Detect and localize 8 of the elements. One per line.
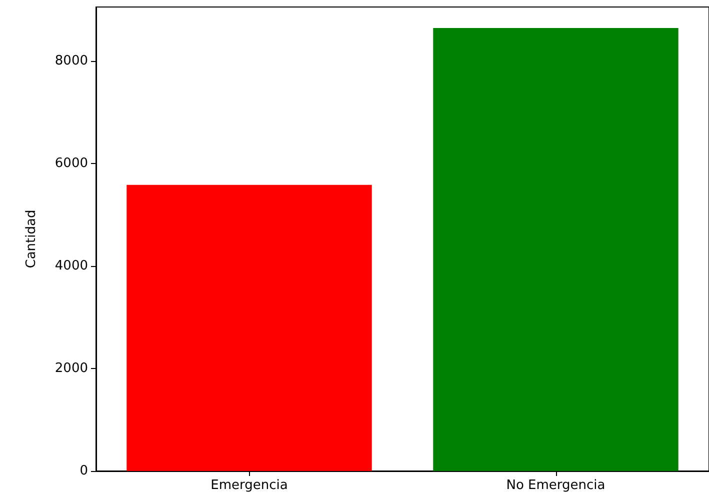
y-tick-label: 2000 [54,360,88,376]
x-tick-label: No Emergencia [506,478,606,493]
y-tick-label: 8000 [54,53,88,68]
x-tick-label: Emergencia [210,478,288,493]
y-tick-label: 0 [80,464,88,478]
y-tick-label: 4000 [54,258,88,274]
y-tick-label: 6000 [54,156,88,171]
y-axis-title: Cantidad [24,210,39,268]
